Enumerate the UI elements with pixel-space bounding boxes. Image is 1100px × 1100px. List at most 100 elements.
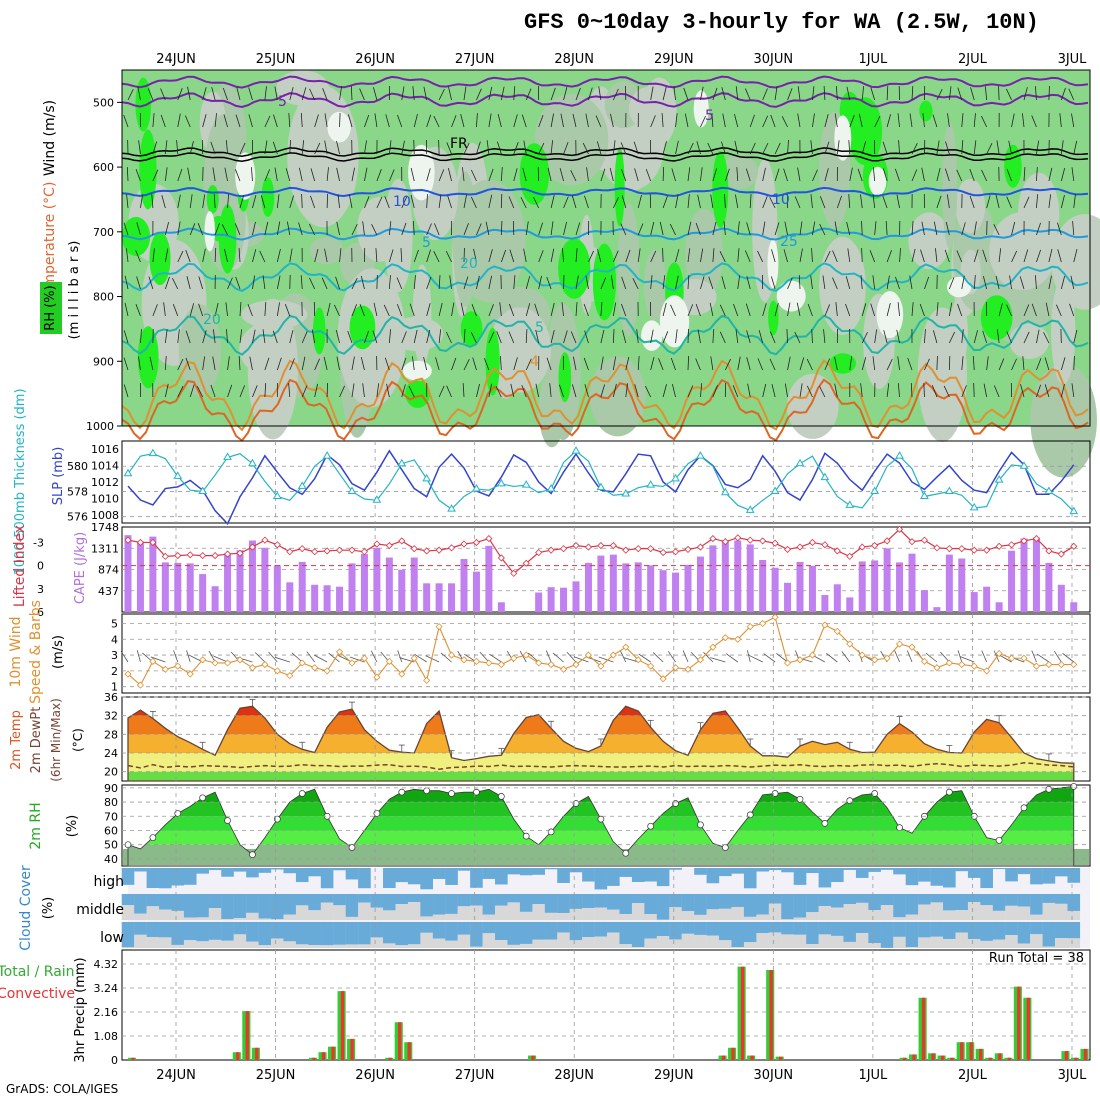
cloud-fill [121, 922, 135, 948]
wind-barb [584, 195, 589, 209]
slp-tick-label: 1016 [91, 443, 119, 456]
wind-barb [301, 194, 303, 209]
wind-speed-point [858, 651, 866, 659]
wind-barb [745, 168, 751, 182]
cloud-fill [171, 894, 185, 911]
thickness-point [646, 480, 656, 488]
wind-barb [734, 114, 739, 128]
contour-label: 5 [535, 320, 544, 336]
cloud-fill [532, 868, 545, 875]
wind-barb [401, 140, 405, 155]
wind-barb [563, 87, 568, 101]
wind-barb [559, 168, 564, 182]
cloud-clear [432, 938, 446, 948]
cloud-fill [271, 868, 284, 870]
li-point [273, 541, 281, 549]
wind-barb [187, 86, 191, 101]
wind-barb [707, 142, 714, 155]
cape-bar [684, 564, 692, 612]
surface-wind-barb [998, 654, 1012, 663]
surface-wind-barb [489, 653, 502, 663]
wind-barb [449, 275, 452, 290]
wind-barb [126, 167, 129, 182]
wind-barb [662, 331, 669, 344]
wind-barb [1019, 276, 1025, 290]
wind-barb [276, 357, 282, 371]
precip-convective-bar [1026, 997, 1030, 1060]
li-point [958, 545, 966, 553]
surface-wind-barb [150, 656, 166, 663]
wind-barb [522, 168, 527, 182]
wind-barb [559, 384, 564, 398]
cape-bar [696, 556, 704, 612]
wind-barb [1060, 140, 1064, 155]
wind-speed-point [796, 656, 804, 664]
wind-barb [737, 356, 741, 371]
wind-barb [550, 302, 555, 317]
li-point [783, 545, 792, 553]
cloud-fill [706, 894, 720, 910]
cloud-fill [159, 868, 172, 889]
li-point [447, 544, 456, 552]
cloud-clear [519, 911, 533, 920]
wind-barb [510, 383, 515, 398]
wind-barb [783, 249, 788, 263]
cloud-fill [271, 922, 284, 939]
wind-barb [770, 114, 776, 128]
wind-barb [695, 358, 701, 371]
wind-barb [700, 167, 703, 182]
cloud-fill [420, 868, 433, 890]
wind-barb [588, 250, 594, 263]
rh-moist-patch [485, 327, 500, 396]
wind-barb [322, 88, 328, 101]
run-total-label: Run Total = 38 [988, 951, 1084, 966]
wind-barb [662, 86, 667, 101]
wind-barb [289, 140, 291, 155]
wind-barb [812, 169, 818, 182]
surface-wind-barb [667, 651, 676, 663]
date-label-top: 26JUN [355, 52, 395, 67]
cloud-fill [271, 894, 284, 920]
wind-barb [847, 248, 851, 263]
thickness-point [944, 486, 954, 494]
cape-bar [821, 594, 829, 612]
wind-barb [1073, 140, 1078, 155]
wind-barb [896, 194, 900, 209]
wind-barb [812, 86, 815, 101]
wind-barb [620, 223, 627, 236]
wind-barb [135, 168, 141, 182]
rh-dry-patch [917, 307, 967, 442]
wind-barb [961, 275, 965, 290]
wind-barb [321, 277, 328, 290]
wind-barb [1073, 356, 1075, 371]
wind-barb [1060, 276, 1065, 290]
cloud-fill [880, 894, 894, 906]
wind-barb [388, 249, 394, 263]
cloud-fill [208, 894, 222, 909]
cloud-fill [980, 922, 993, 941]
wind-tick-label: 5 [111, 617, 118, 630]
wind-barb [326, 194, 329, 209]
wind-barb [1036, 249, 1042, 263]
thickness-point [1069, 506, 1079, 515]
wind-barb [239, 385, 246, 398]
surface-wind-barb [213, 655, 228, 663]
cloud-clear [146, 906, 160, 920]
cloud-clear [1055, 938, 1068, 948]
wind-barb [351, 223, 358, 236]
li-point [709, 535, 717, 543]
wind-barb [769, 197, 776, 209]
li-point [1020, 537, 1028, 545]
wind-barb [583, 303, 589, 317]
wind-barb [806, 358, 813, 371]
wind-barb [824, 168, 829, 182]
li-point [497, 554, 505, 562]
wind-barb [172, 278, 179, 290]
wind-barb [177, 329, 180, 344]
wind-barb [359, 88, 365, 101]
precip-convective-bar [940, 1055, 945, 1060]
wind-barb [712, 87, 718, 101]
cloud-fill [395, 922, 409, 946]
cape-bar [535, 592, 543, 612]
